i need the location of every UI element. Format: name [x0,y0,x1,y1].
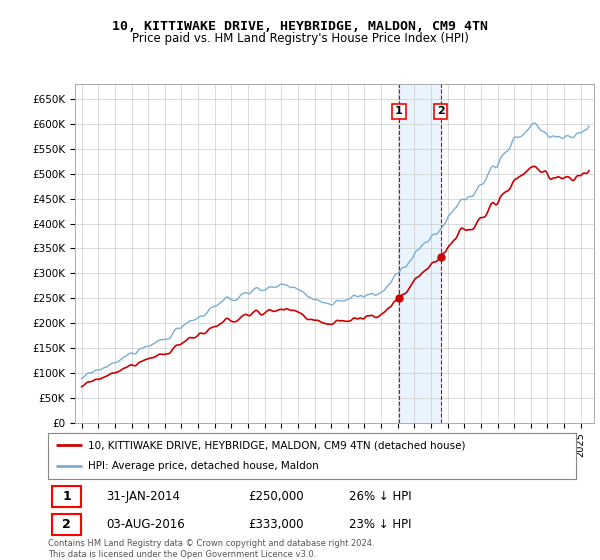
Text: HPI: Average price, detached house, Maldon: HPI: Average price, detached house, Mald… [88,461,319,472]
Text: 1: 1 [395,106,403,116]
Text: 1: 1 [62,490,71,503]
Text: 23% ↓ HPI: 23% ↓ HPI [349,518,412,531]
Text: 31-JAN-2014: 31-JAN-2014 [106,490,180,503]
Text: 10, KITTIWAKE DRIVE, HEYBRIDGE, MALDON, CM9 4TN: 10, KITTIWAKE DRIVE, HEYBRIDGE, MALDON, … [112,20,488,32]
Text: 26% ↓ HPI: 26% ↓ HPI [349,490,412,503]
Text: Price paid vs. HM Land Registry's House Price Index (HPI): Price paid vs. HM Land Registry's House … [131,32,469,45]
Text: 2: 2 [437,106,445,116]
Text: 2: 2 [62,518,71,531]
Bar [399,84,440,423]
Text: 03-AUG-2016: 03-AUG-2016 [106,518,185,531]
Text: £333,000: £333,000 [248,518,304,531]
Text: Contains HM Land Registry data © Crown copyright and database right 2024.
This d: Contains HM Land Registry data © Crown c… [48,539,374,559]
Text: 10, KITTIWAKE DRIVE, HEYBRIDGE, MALDON, CM9 4TN (detached house): 10, KITTIWAKE DRIVE, HEYBRIDGE, MALDON, … [88,440,465,450]
Bar [52,514,81,535]
Bar [52,486,81,507]
Text: £250,000: £250,000 [248,490,304,503]
